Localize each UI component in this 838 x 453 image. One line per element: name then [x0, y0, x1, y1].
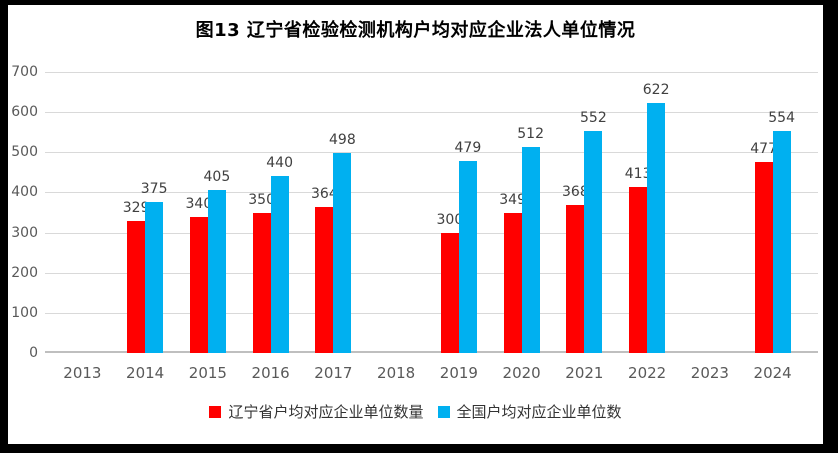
x-tick-label: 2022 [628, 364, 667, 382]
x-axis-line [45, 351, 818, 353]
legend-marker [209, 405, 222, 418]
y-tick-label: 700 [11, 64, 38, 80]
x-tick-label: 2017 [314, 364, 353, 382]
x-tick-label: 2018 [377, 364, 416, 382]
plot-area: 329 375 340 405 350 440 364 498 300 479 349 512 368 5… [45, 72, 818, 353]
bar-national [145, 202, 164, 353]
chart-title: 图13 辽宁省检验检测机构户均对应企业法人单位情况 [195, 20, 636, 41]
data-label: 413 [624, 166, 652, 183]
x-tick-label: 2016 [251, 364, 290, 382]
chart-canvas: 图13 辽宁省检验检测机构户均对应企业法人单位情况 0 100 200 300 400 5… [8, 5, 823, 444]
data-label: 368 [562, 184, 589, 201]
x-tick-label: 2023 [690, 364, 729, 382]
gridline [45, 192, 818, 193]
x-axis-labels: 2013 2014 2015 2016 2017 2018 2019 2020 2021 2022… [51, 364, 804, 386]
gridline [45, 152, 818, 153]
y-tick-label: 200 [11, 264, 38, 281]
bar-national [458, 160, 477, 353]
data-label: 552 [580, 110, 607, 127]
bar-national [333, 153, 352, 353]
data-label: 512 [517, 126, 544, 143]
bar-national [270, 176, 289, 353]
y-tick-label: 600 [11, 104, 38, 121]
bar-liaoning [566, 205, 585, 353]
legend: 辽宁省户均对应企业单位数量 全国户均对应企业单位数 [8, 401, 823, 422]
legend-marker [437, 405, 450, 418]
x-tick-label: 2013 [63, 364, 102, 382]
x-tick-label: 2020 [502, 364, 541, 382]
gridline [45, 273, 818, 274]
x-tick-label: 2019 [439, 364, 478, 382]
bar-liaoning [315, 206, 334, 353]
bar-liaoning [754, 161, 773, 353]
data-label: 405 [203, 169, 231, 186]
bar-national [647, 103, 666, 353]
bar-liaoning [127, 220, 146, 353]
data-label: 329 [122, 199, 150, 216]
gridline [45, 112, 818, 113]
data-label: 479 [454, 139, 482, 156]
legend-item: 全国户均对应企业单位数 [437, 401, 622, 422]
bar-national [207, 190, 226, 353]
data-label: 498 [329, 132, 356, 149]
legend-label: 全国户均对应企业单位数 [456, 403, 622, 421]
data-label: 477 [750, 140, 777, 157]
bar-liaoning [189, 216, 208, 353]
bar-national [521, 147, 540, 353]
y-tick-label: 400 [11, 184, 38, 201]
y-tick-label: 0 [29, 345, 38, 361]
legend-label: 辽宁省户均对应企业单位数量 [228, 403, 424, 421]
data-label: 375 [140, 181, 168, 198]
data-label: 300 [436, 211, 464, 228]
data-label: 349 [499, 191, 526, 208]
data-label: 440 [266, 155, 293, 172]
y-tick-label: 300 [11, 224, 38, 241]
x-tick-label: 2021 [565, 364, 604, 382]
bar-liaoning [440, 232, 459, 353]
gridline [45, 313, 818, 314]
gridline [45, 72, 818, 73]
data-label: 350 [248, 191, 275, 208]
data-label: 554 [768, 109, 795, 126]
y-axis-labels: 0 100 200 300 400 500 600 700 [8, 64, 38, 361]
data-label: 622 [642, 82, 670, 99]
y-tick-label: 100 [11, 304, 38, 321]
bar-national [584, 131, 603, 353]
x-tick-label: 2014 [126, 364, 165, 382]
y-tick-label: 500 [11, 144, 38, 161]
bar-national [772, 130, 791, 353]
x-tick-label: 2024 [753, 364, 792, 382]
data-label: 340 [185, 195, 213, 212]
bar-liaoning [252, 212, 271, 353]
legend-item: 辽宁省户均对应企业单位数量 [209, 401, 424, 422]
x-tick-label: 2015 [188, 364, 227, 382]
gridline [45, 233, 818, 234]
bar-liaoning [503, 212, 522, 353]
data-label: 364 [311, 185, 338, 202]
bar-liaoning [629, 187, 648, 353]
